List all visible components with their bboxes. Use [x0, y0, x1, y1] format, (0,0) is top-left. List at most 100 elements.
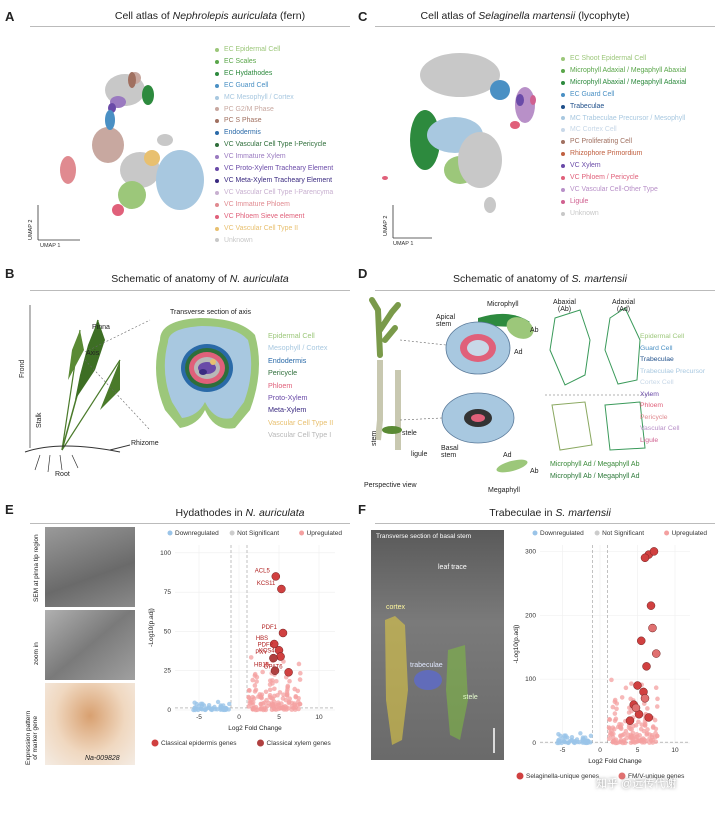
upregulated-point [609, 677, 614, 683]
panel-f-title: Trabeculae in S. martensii [460, 507, 640, 519]
sel-bottom2-label: Microphyll Ab / Megaphyll Ad [550, 473, 640, 480]
panel-b-title: Schematic of anatomy of N. auriculata [70, 273, 330, 285]
legend-dot [215, 190, 219, 195]
legend-label: Microphyll Adaxial / Megaphyll Abaxial [570, 66, 687, 74]
legend-label: Meta-Xylem [268, 405, 307, 415]
upregulated-point [247, 688, 252, 693]
tissue-b-item: Meta-Xylem [268, 404, 333, 416]
upregulated-point [292, 702, 298, 708]
f-stele-label: stele [463, 694, 478, 701]
sel-bottom1-label: Microphyll Ad / Megaphyll Ab [550, 461, 640, 468]
downregulated-point [223, 705, 229, 711]
x-tick-label: 0 [237, 714, 241, 721]
legend-c: EC Shoot Epidermal Cell Microphyll Adaxia… [561, 53, 686, 220]
legend-c-item: VC Xylem [561, 160, 686, 172]
upregulated-point [607, 717, 613, 722]
downregulated-point [227, 701, 232, 707]
legend-label: VC Vascular Cell-Other Type [570, 185, 658, 193]
legend-label: Vascular Cell Type II [268, 417, 334, 427]
upregulated-point [641, 701, 647, 706]
title-prefix: Hydathodes in [175, 507, 246, 519]
x-tick-label: 10 [315, 714, 323, 721]
legend-dot [215, 59, 219, 64]
legend-label: Vascular Cell [640, 425, 680, 432]
tissue-b-item: Pericycle [268, 367, 333, 379]
upregulated-point [279, 701, 284, 706]
legend-dot [215, 226, 219, 231]
upregulated-point [623, 685, 629, 691]
y-tick-label: 50 [164, 628, 172, 635]
upregulated-point [270, 681, 275, 686]
legend-a-item: Unknown [215, 235, 333, 247]
upregulated-point [636, 719, 641, 725]
x-tick-label: 5 [636, 747, 640, 754]
upregulated-point [284, 691, 290, 697]
legend-dot [561, 128, 565, 133]
legend-dot [561, 140, 565, 145]
upregulated-point [272, 693, 277, 699]
upregulated-point [275, 706, 281, 712]
upregulated-point [253, 687, 259, 693]
upregulated-point [246, 704, 252, 709]
legend-label: Vascular Cell Type I [268, 430, 332, 440]
title-prefix: Cell atlas of [420, 10, 479, 22]
tissue-d-item: Phloem [640, 400, 705, 412]
legend-label: Guard Cell [640, 344, 673, 352]
legend-a-item: MC Mesophyll / Cortex [215, 92, 333, 104]
legend-dot [215, 238, 219, 243]
panel-letter-f: F [358, 502, 366, 517]
legend-label: VC Immature Xylem [224, 153, 286, 161]
upregulated-point [272, 702, 277, 707]
panel-letter-a: A [5, 9, 15, 24]
title-prefix: Trabeculae in [489, 507, 556, 519]
y-tick-label: 300 [525, 548, 536, 555]
highlight-point [269, 653, 278, 663]
legend-dot [561, 187, 565, 192]
sem-image-2 [45, 610, 135, 680]
panel-letter-e: E [5, 502, 14, 517]
highlight-point [640, 694, 650, 703]
sel-megaphyll-label: Megaphyll [488, 487, 520, 494]
upregulated-point [653, 726, 659, 732]
x-tick-label: 10 [671, 747, 679, 754]
gene-id: Na-009828 [85, 755, 120, 762]
sel-ab-label: Ab [530, 327, 539, 334]
upregulated-point [612, 711, 618, 716]
downregulated-point [558, 739, 563, 744]
legend-dot [561, 56, 565, 61]
legend-a-item: EC Epidermal Cell [215, 44, 333, 56]
gene-label: PDF2 [258, 642, 274, 648]
legend-a-item: PC S Phase [215, 115, 333, 127]
sel-perspective-label: Perspective view [364, 482, 417, 489]
tissue-b-item: Mesophyll / Cortex [268, 342, 333, 354]
legend-label: VC Xylem [570, 162, 601, 170]
divider [30, 290, 350, 291]
highlight-point [284, 668, 293, 677]
legend-dot [516, 772, 524, 780]
divider [375, 290, 715, 291]
legend-c-item: VC Phloem / Pericycle [561, 172, 686, 184]
legend-a-item: VC Vascular Cell Type I-Pericycle [215, 139, 333, 151]
title-prefix: Schematic of anatomy of [453, 273, 572, 285]
legend-label: Not Significant [602, 530, 644, 537]
downregulated-point [572, 740, 577, 746]
legend-label: Selaginella-unique genes [526, 773, 600, 780]
title-species: S. martensii [571, 273, 627, 285]
legend-dot [561, 176, 565, 181]
x-tick-label: -5 [560, 747, 566, 754]
legend-label: VC Vascular Cell Type I-Parencyma [224, 188, 334, 196]
legend-a-item: VC Vascular Cell Type I-Parencyma [215, 187, 333, 199]
upregulated-point [612, 738, 617, 743]
highlight-point [269, 639, 279, 649]
legend-a-item: VC Vascular Cell Type II [215, 223, 333, 235]
x-axis-label: Log2 Fold Change [588, 758, 642, 765]
tissue-b-item: Epidermal Cell [268, 330, 333, 342]
upregulated-point [630, 730, 636, 736]
tissue-b-item: Vascular Cell Type I [268, 429, 333, 441]
title-suffix: (lycophyte) [575, 10, 630, 22]
upregulated-point [254, 679, 259, 684]
legend-label: Proto-Xylem [268, 393, 308, 403]
sel-ad2-label: Ad [503, 452, 512, 459]
sel-adaxial-label: Adaxial (Ad) [612, 299, 635, 313]
